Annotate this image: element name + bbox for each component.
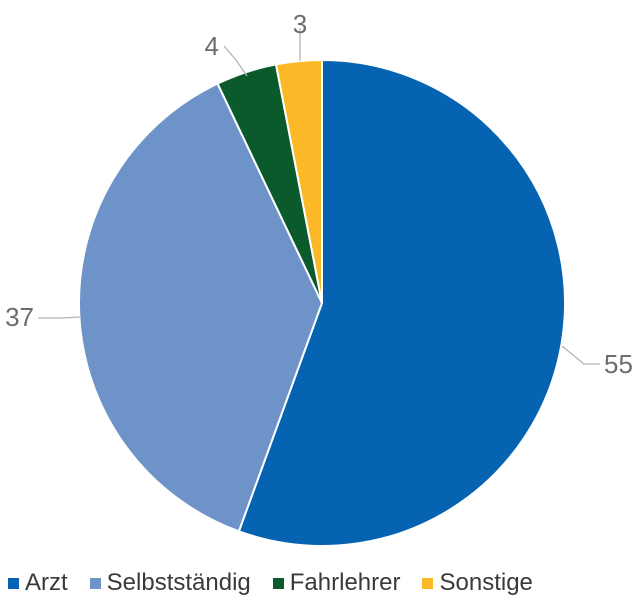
- pie-chart: 55 37 4 3: [5, 9, 633, 547]
- leader-line-fahrlehrer: [223, 45, 248, 77]
- legend-swatch-arzt: [8, 577, 19, 589]
- data-label-selbststaendig: 37: [5, 302, 34, 332]
- data-label-arzt: 55: [604, 349, 633, 379]
- pie-slice-sonstige: [274, 58, 323, 304]
- leader-line-selbststaendig: [38, 316, 82, 319]
- legend-label-arzt: Arzt: [25, 569, 68, 596]
- legend-label-sonstige: Sonstige: [439, 569, 533, 596]
- legend-swatch-fahrlehrer: [272, 577, 284, 589]
- data-label-sonstige: 3: [293, 9, 307, 39]
- data-label-fahrlehrer: 4: [205, 31, 219, 61]
- leader-line-arzt: [561, 345, 600, 365]
- legend-label-selbststaendig: Selbstständig: [106, 569, 251, 596]
- pie-slice-selbststaendig: [78, 82, 324, 533]
- legend-item-sonstige: Sonstige: [422, 569, 533, 597]
- pie-slice-arzt: [237, 58, 566, 547]
- legend-item-arzt: Arzt: [8, 569, 68, 597]
- legend-swatch-selbststaendig: [89, 577, 101, 589]
- legend-item-fahrlehrer: Fahrlehrer: [272, 569, 401, 597]
- legend: Arzt Selbstständig Fahrlehrer Sonstige: [8, 566, 533, 600]
- legend-swatch-sonstige: [422, 577, 434, 589]
- legend-label-fahrlehrer: Fahrlehrer: [289, 569, 401, 596]
- legend-item-selbststaendig: Selbstständig: [89, 569, 251, 597]
